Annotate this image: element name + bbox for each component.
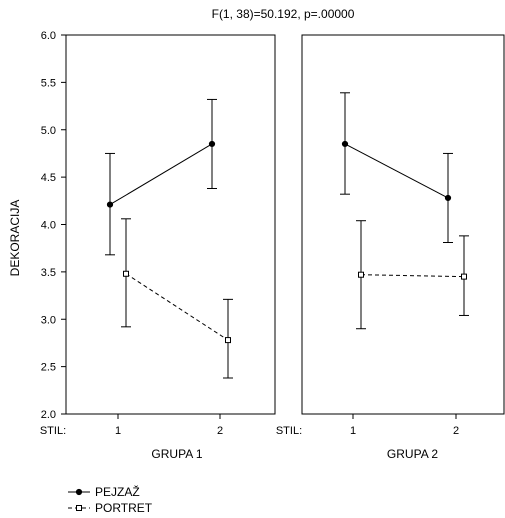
data-point-1 (341, 140, 349, 148)
panel-1: STIL: 1 2 GRUPA 1 (40, 34, 276, 461)
series-line-1 (109, 143, 213, 206)
y-axis-label: DEKORACIJA (8, 200, 22, 277)
series-line-1 (344, 143, 449, 199)
panel-label: GRUPA 2 (387, 447, 438, 461)
y-tick-label: 3.5 (41, 267, 56, 279)
y-tick-label: 3.0 (41, 314, 56, 326)
y-tick-label: 5.0 (41, 125, 56, 137)
x-tick-label: 1 (115, 425, 121, 437)
legend: PEJZAŽ PORTRET (68, 484, 153, 515)
data-point-1 (444, 194, 452, 202)
legend-marker (76, 505, 82, 511)
panel-frame (65, 34, 276, 415)
legend-item-1: PEJZAŽ (68, 484, 140, 499)
y-tick-label: 2.5 (41, 362, 56, 374)
x-factor-label: STIL: (276, 425, 302, 437)
y-tick-label: 4.0 (41, 220, 56, 232)
x-tick-label: 1 (350, 425, 356, 437)
legend-label: PEJZAŽ (95, 484, 140, 499)
data-point-1 (106, 201, 114, 208)
panel-frame (301, 34, 505, 415)
legend-marker (75, 488, 83, 496)
series-line-2 (125, 273, 229, 341)
data-point-2 (225, 337, 231, 344)
data-point-2 (123, 270, 129, 277)
x-tick-label: 2 (217, 425, 223, 437)
series-line-2 (360, 274, 465, 278)
panel-2: STIL: 1 2 GRUPA 2 (276, 34, 505, 461)
legend-label: PORTRET (95, 501, 153, 515)
legend-item-2: PORTRET (68, 501, 153, 515)
data-point-2 (461, 273, 467, 280)
y-tick-label: 4.5 (41, 172, 56, 184)
y-tick-label: 6.0 (41, 30, 56, 42)
y-tick-label: 2.0 (41, 409, 56, 421)
y-tick-label: 5.5 (41, 77, 56, 89)
x-tick-label: 2 (453, 425, 459, 437)
chart-title: F(1, 38)=50.192, p=.00000 (212, 7, 355, 21)
data-point-1 (208, 140, 216, 148)
x-factor-label: STIL: (40, 425, 66, 437)
panels-group: 2.0 2.5 3.0 3.5 4.0 4.5 5.0 5.5 6.0 STIL: 1 2 GRUPA … (40, 30, 505, 461)
panel-label: GRUPA 1 (151, 447, 202, 461)
data-point-2 (358, 271, 364, 278)
